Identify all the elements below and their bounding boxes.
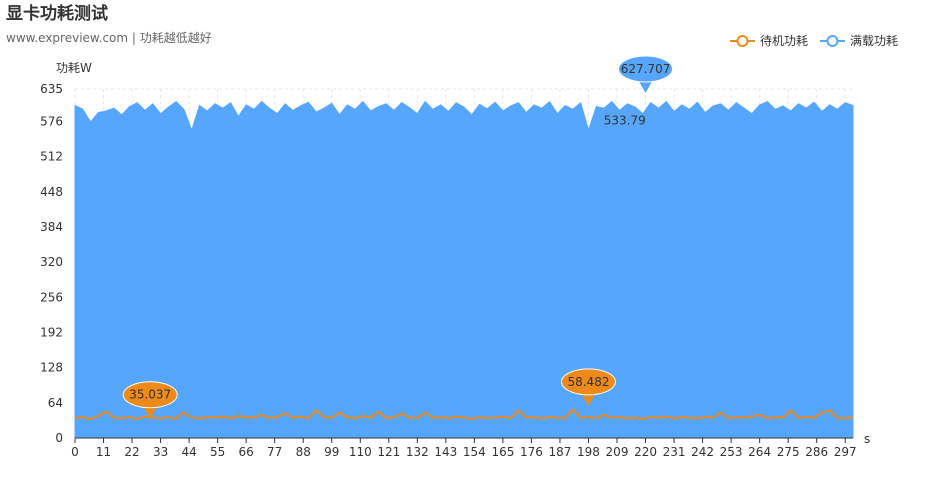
y-tick-label: 320 (40, 255, 63, 269)
x-tick-label: 88 (296, 445, 311, 459)
x-tick-label: 187 (549, 445, 572, 459)
x-axis-label: s (864, 432, 870, 446)
mark-point (618, 55, 674, 94)
x-tick-label: 165 (491, 445, 514, 459)
chart-subtitle: www.expreview.com | 功耗越低越好 (6, 31, 212, 45)
y-tick-label: 512 (40, 150, 63, 164)
mark-pin (618, 55, 674, 83)
x-tick-label: 11 (96, 445, 111, 459)
y-tick-label: 635 (40, 82, 63, 96)
x-tick-label: 275 (777, 445, 800, 459)
mark-pin (580, 391, 597, 406)
x-tick-label: 286 (805, 445, 828, 459)
x-tick-label: 154 (463, 445, 486, 459)
x-tick-label: 297 (834, 445, 857, 459)
x-tick-label: 55 (210, 445, 225, 459)
chart-title: 显卡功耗测试 (6, 3, 108, 24)
y-tick-label: 256 (40, 290, 63, 304)
x-tick-label: 220 (634, 445, 657, 459)
y-tick-label: 0 (55, 431, 63, 445)
y-axis-label: 功耗W (56, 61, 92, 75)
y-tick-label: 64 (48, 396, 63, 410)
mark-label: 533.79 (604, 114, 646, 128)
legend-label: 满载功耗 (850, 34, 898, 48)
x-tick-label: 209 (606, 445, 629, 459)
x-tick-label: 33 (153, 445, 168, 459)
legend-swatch (736, 35, 749, 47)
mark-label: 35.037 (129, 388, 171, 402)
x-tick-label: 99 (324, 445, 339, 459)
mark-pin (122, 381, 178, 409)
legend-label: 待机功耗 (760, 34, 808, 48)
y-tick-label: 384 (40, 220, 63, 234)
x-tick-label: 242 (691, 445, 714, 459)
mark-point (560, 368, 616, 406)
x-tick-label: 0 (71, 445, 79, 459)
mark-label: 627.707 (621, 62, 671, 76)
x-tick-label: 176 (520, 445, 543, 459)
y-tick-label: 448 (40, 185, 63, 199)
series-area (74, 100, 854, 439)
x-tick-label: 77 (267, 445, 282, 459)
x-tick-label: 253 (720, 445, 743, 459)
legend-swatch (826, 35, 839, 47)
x-tick-label: 264 (748, 445, 771, 459)
x-tick-label: 22 (124, 445, 139, 459)
x-tick-label: 110 (349, 445, 372, 459)
mark-pin (142, 404, 159, 419)
mark-point (122, 381, 178, 419)
y-tick-label: 192 (40, 325, 63, 339)
x-tick-label: 143 (434, 445, 457, 459)
x-tick-label: 121 (377, 445, 400, 459)
x-tick-label: 198 (577, 445, 600, 459)
mark-label: 58.482 (567, 375, 609, 389)
mark-pin (637, 79, 654, 94)
y-tick-label: 128 (40, 361, 63, 375)
y-tick-label: 576 (40, 114, 63, 128)
series-line (74, 407, 854, 420)
mark-pin (560, 368, 616, 396)
x-tick-label: 132 (406, 445, 429, 459)
x-tick-label: 66 (239, 445, 254, 459)
x-tick-label: 231 (663, 445, 686, 459)
x-tick-label: 44 (181, 445, 196, 459)
